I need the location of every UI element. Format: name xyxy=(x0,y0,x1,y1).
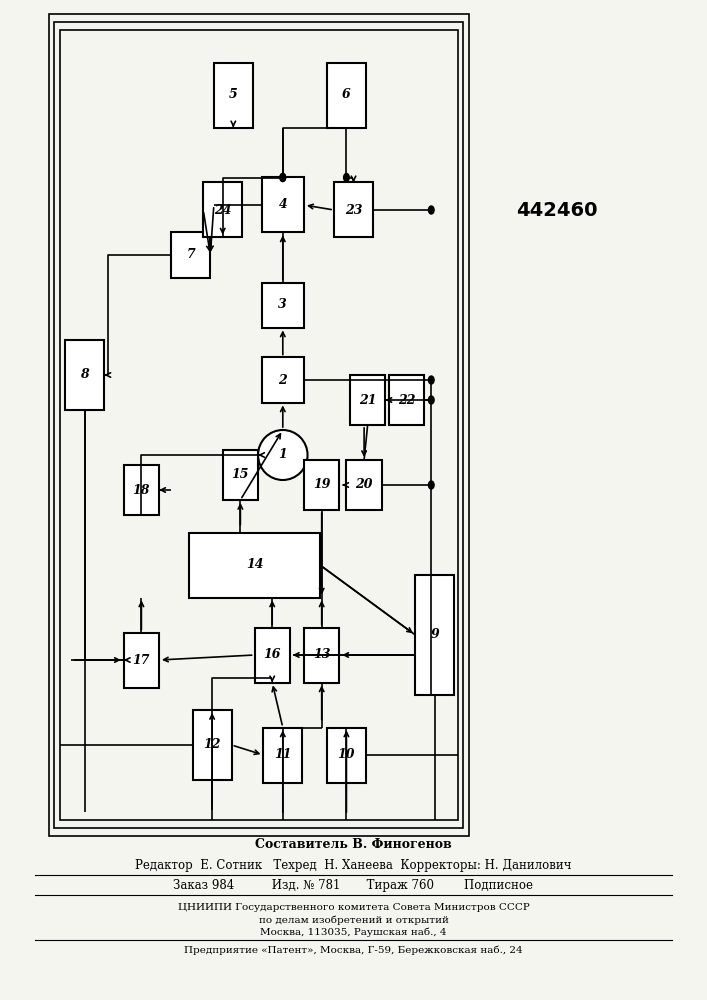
FancyBboxPatch shape xyxy=(389,375,424,425)
Text: 10: 10 xyxy=(338,748,355,762)
Text: 6: 6 xyxy=(342,89,351,102)
Text: Редактор  Е. Сотник   Техред  Н. Ханеева  Корректоры: Н. Данилович: Редактор Е. Сотник Техред Н. Ханеева Кор… xyxy=(135,858,572,871)
FancyBboxPatch shape xyxy=(255,628,290,683)
FancyBboxPatch shape xyxy=(262,357,304,402)
Text: 11: 11 xyxy=(274,748,291,762)
Text: ЦНИИПИ Государственного комитета Совета Министров СССР: ЦНИИПИ Государственного комитета Совета … xyxy=(177,902,530,912)
FancyBboxPatch shape xyxy=(223,450,258,500)
FancyBboxPatch shape xyxy=(65,340,105,410)
FancyBboxPatch shape xyxy=(334,182,373,237)
Text: 14: 14 xyxy=(246,558,263,572)
FancyBboxPatch shape xyxy=(171,232,211,277)
Text: 1: 1 xyxy=(279,448,287,462)
FancyBboxPatch shape xyxy=(214,62,252,127)
Text: 18: 18 xyxy=(133,484,150,496)
Text: Москва, 113035, Раушская наб., 4: Москва, 113035, Раушская наб., 4 xyxy=(260,927,447,937)
FancyBboxPatch shape xyxy=(304,628,339,683)
Circle shape xyxy=(280,174,286,182)
Text: 2: 2 xyxy=(279,373,287,386)
FancyBboxPatch shape xyxy=(189,532,320,598)
FancyBboxPatch shape xyxy=(415,575,455,695)
Circle shape xyxy=(428,396,434,404)
Text: 16: 16 xyxy=(264,648,281,662)
Text: 17: 17 xyxy=(133,654,150,666)
FancyBboxPatch shape xyxy=(304,460,339,510)
Text: Заказ 984          Изд. № 781       Тираж 760        Подписное: Заказ 984 Изд. № 781 Тираж 760 Подписное xyxy=(173,879,534,892)
FancyBboxPatch shape xyxy=(124,465,159,515)
Text: 3: 3 xyxy=(279,298,287,312)
Text: 7: 7 xyxy=(187,248,195,261)
Text: 8: 8 xyxy=(81,368,89,381)
FancyBboxPatch shape xyxy=(262,282,304,328)
Text: 15: 15 xyxy=(232,468,249,482)
Circle shape xyxy=(280,174,286,182)
Text: 24: 24 xyxy=(214,204,231,217)
Text: 23: 23 xyxy=(345,204,362,217)
Text: 442460: 442460 xyxy=(516,200,597,220)
Text: 21: 21 xyxy=(359,393,376,406)
Text: Предприятие «Патент», Москва, Г-59, Бережковская наб., 24: Предприятие «Патент», Москва, Г-59, Бере… xyxy=(185,945,522,955)
FancyBboxPatch shape xyxy=(327,728,366,782)
Text: 4: 4 xyxy=(279,198,287,212)
Text: 12: 12 xyxy=(204,738,221,752)
Text: 13: 13 xyxy=(313,648,330,662)
FancyBboxPatch shape xyxy=(346,460,382,510)
Ellipse shape xyxy=(258,430,308,480)
Text: 5: 5 xyxy=(229,89,238,102)
FancyBboxPatch shape xyxy=(262,177,304,232)
FancyBboxPatch shape xyxy=(204,182,242,237)
FancyBboxPatch shape xyxy=(124,633,159,688)
Circle shape xyxy=(428,376,434,384)
Text: 9: 9 xyxy=(431,629,439,642)
FancyBboxPatch shape xyxy=(263,728,302,782)
Text: по делам изобретений и открытий: по делам изобретений и открытий xyxy=(259,915,448,925)
Text: 20: 20 xyxy=(356,479,373,491)
FancyBboxPatch shape xyxy=(327,62,366,127)
FancyBboxPatch shape xyxy=(350,375,385,425)
Circle shape xyxy=(428,206,434,214)
Circle shape xyxy=(344,174,349,182)
FancyBboxPatch shape xyxy=(192,710,231,780)
Text: 19: 19 xyxy=(313,479,330,491)
Text: Составитель В. Финогенов: Составитель В. Финогенов xyxy=(255,838,452,852)
Circle shape xyxy=(428,481,434,489)
Text: 22: 22 xyxy=(398,393,415,406)
